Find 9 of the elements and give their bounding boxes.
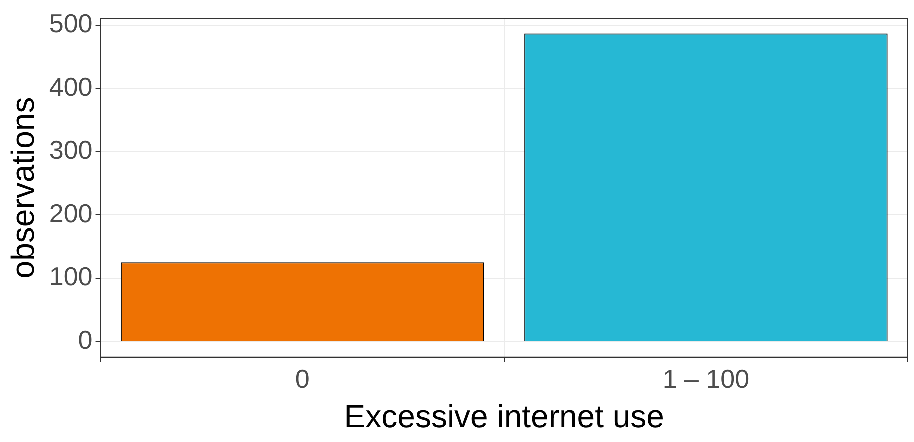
y-tick-label: 400: [49, 72, 93, 102]
y-tick-label: 300: [49, 135, 93, 166]
x-axis-title: Excessive internet use: [344, 398, 664, 435]
y-tick-label: 200: [49, 198, 93, 228]
y-tick-label: 0: [78, 324, 93, 355]
x-tick-label: 1 – 100: [662, 364, 750, 394]
y-axis-title: observations: [5, 97, 42, 279]
y-tick-label: 500: [49, 8, 93, 39]
y-tick-label: 100: [49, 262, 93, 292]
